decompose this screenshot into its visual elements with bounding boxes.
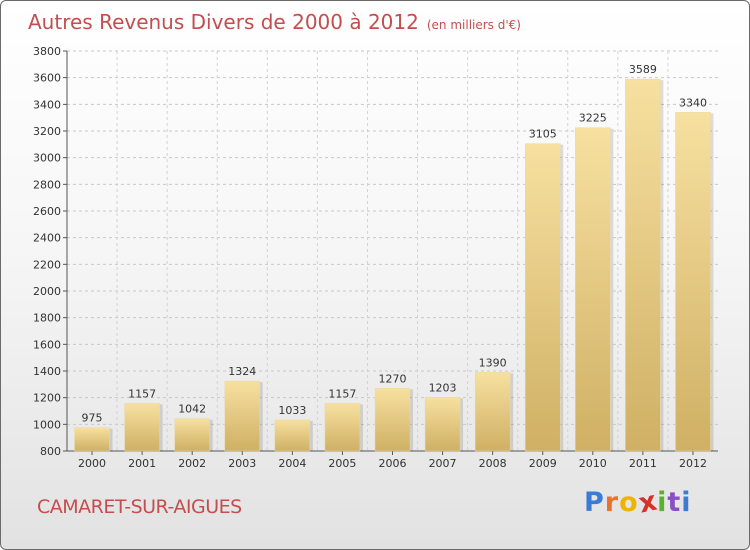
x-tick-label: 2010	[579, 457, 607, 470]
value-label: 3105	[529, 128, 557, 141]
x-tick-label: 2003	[228, 457, 256, 470]
y-tick-label: 3400	[33, 98, 61, 111]
x-tick-labels: 2000 2001 2002 2003 2004 2005 2006 2007 2008 2009…	[78, 457, 707, 470]
x-tick-label: 2009	[529, 457, 557, 470]
value-label: 1270	[379, 372, 407, 385]
y-tick-labels: 800 1000 1200 1400 1600 1800 2000 2200 2400 2600 2…	[33, 45, 61, 458]
bar	[524, 143, 561, 452]
y-tick-label: 800	[40, 445, 61, 458]
x-tick-label: 2001	[128, 457, 156, 470]
x-tick-label: 2006	[379, 457, 407, 470]
value-labels: 975 1157 1042 1324 1033 1157 1270 1203 1390 3105 3…	[82, 63, 707, 425]
y-tick-label: 2800	[33, 178, 61, 191]
value-label: 3225	[579, 112, 607, 125]
chart-title-text: Autres Revenus Divers de 2000 à 2012	[28, 10, 419, 34]
y-tick-label: 1200	[33, 392, 61, 405]
bar	[424, 397, 461, 452]
proxiti-logo: Proxiti	[584, 485, 692, 519]
y-tick-label: 2600	[33, 205, 61, 218]
bar	[274, 419, 311, 452]
value-label: 1157	[328, 387, 356, 400]
logo-letter: i	[681, 487, 692, 518]
chart-subtitle: (en milliers d'€)	[426, 18, 521, 32]
value-label: 1324	[228, 365, 256, 378]
bar	[74, 427, 110, 452]
bar	[324, 403, 361, 452]
y-tick-label: 3000	[33, 152, 61, 165]
value-label: 975	[82, 412, 103, 425]
y-tick-label: 1000	[33, 418, 61, 431]
y-tick-label: 2200	[33, 258, 61, 271]
value-label: 1390	[479, 356, 507, 369]
y-tick-label: 1600	[33, 338, 61, 351]
x-tick-label: 2004	[278, 457, 306, 470]
value-label: 3589	[629, 63, 657, 76]
bar	[575, 127, 611, 452]
bar	[474, 372, 511, 452]
y-tick-label: 2400	[33, 232, 61, 245]
x-tick-label: 2012	[679, 457, 707, 470]
logo-letter: t	[667, 487, 682, 518]
y-tick-label: 1400	[33, 365, 61, 378]
bar	[374, 388, 411, 452]
logo-letter: o	[619, 487, 639, 518]
bar	[224, 380, 261, 452]
value-label: 1203	[429, 381, 457, 394]
y-tick-label: 3600	[33, 72, 61, 85]
logo-letter: r	[604, 487, 620, 518]
y-tick-label: 1800	[33, 312, 61, 325]
x-tick-label: 2007	[429, 457, 457, 470]
x-tick-label: 2002	[178, 457, 206, 470]
y-tick-label: 2000	[33, 285, 61, 298]
bar	[174, 418, 210, 452]
y-tick-label: 3800	[33, 45, 61, 58]
value-label: 3340	[679, 96, 707, 109]
x-tick-label: 2005	[328, 457, 356, 470]
bars	[74, 78, 714, 452]
bar	[675, 112, 711, 452]
x-tick-label: 2011	[629, 457, 657, 470]
logo-letter: i	[657, 487, 668, 518]
x-tick-label: 2000	[78, 457, 106, 470]
place-name: CAMARET-SUR-AIGUES	[37, 496, 242, 518]
x-tick-label: 2008	[479, 457, 507, 470]
chart-title: Autres Revenus Divers de 2000 à 2012 (en …	[28, 10, 521, 34]
bar	[625, 78, 661, 452]
value-label: 1042	[178, 403, 206, 416]
y-tick-label: 3200	[33, 125, 61, 138]
logo-letter: P	[584, 487, 605, 518]
value-label: 1033	[278, 404, 306, 417]
bar	[124, 403, 160, 452]
value-label: 1157	[128, 387, 156, 400]
